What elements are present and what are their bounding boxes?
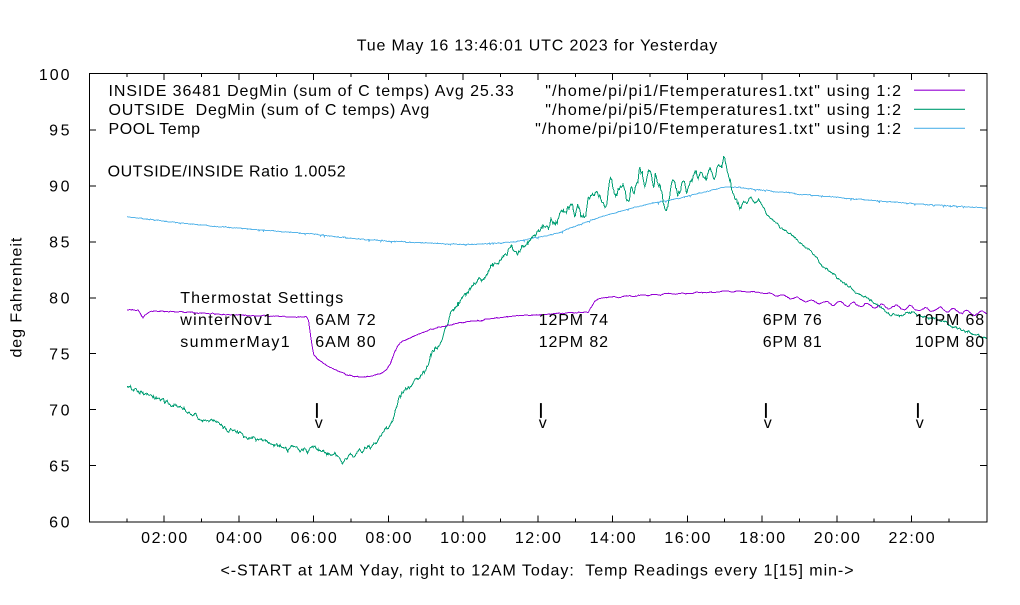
svg-text:6PM 76: 6PM 76 bbox=[763, 312, 822, 329]
svg-text:12:00: 12:00 bbox=[515, 530, 561, 547]
svg-text:Tue May 16 13:46:01 UTC 2023 f: Tue May 16 13:46:01 UTC 2023 for Yesterd… bbox=[357, 37, 718, 54]
svg-text:"/home/pi/pi1/Ftemperatures1.t: "/home/pi/pi1/Ftemperatures1.txt" using … bbox=[545, 83, 901, 100]
svg-text:v: v bbox=[916, 415, 924, 432]
svg-text:"/home/pi/pi10/Ftemperatures1.: "/home/pi/pi10/Ftemperatures1.txt" using… bbox=[535, 121, 901, 138]
svg-text:Thermostat Settings: Thermostat Settings bbox=[180, 290, 343, 307]
svg-text:POOL Temp: POOL Temp bbox=[109, 121, 201, 138]
svg-text:OUTSIDE DegMin (sum of C temp: OUTSIDE DegMin (sum of C temps) Avg bbox=[109, 102, 430, 119]
svg-text:<-START at 1AM Yday, right to: <-START at 1AM Yday, right to 12AM Today… bbox=[220, 563, 853, 580]
svg-text:6AM 80: 6AM 80 bbox=[315, 334, 375, 351]
svg-text:10PM 68: 10PM 68 bbox=[915, 312, 984, 329]
svg-text:18:00: 18:00 bbox=[739, 530, 785, 547]
svg-text:INSIDE 36481 DegMin (sum of C: INSIDE 36481 DegMin (sum of C temps) Avg… bbox=[109, 83, 514, 100]
svg-text:v: v bbox=[539, 415, 547, 432]
svg-text:summerMay1: summerMay1 bbox=[180, 334, 289, 351]
svg-text:OUTSIDE/INSIDE Ratio 1.0052: OUTSIDE/INSIDE Ratio 1.0052 bbox=[108, 163, 346, 180]
svg-text:06:00: 06:00 bbox=[291, 530, 337, 547]
svg-text:winterNov1: winterNov1 bbox=[179, 312, 272, 329]
svg-text:08:00: 08:00 bbox=[365, 530, 411, 547]
svg-text:14:00: 14:00 bbox=[590, 530, 636, 547]
svg-text:20:00: 20:00 bbox=[814, 530, 860, 547]
svg-text:100: 100 bbox=[39, 67, 70, 84]
svg-text:deg Fahrenheit: deg Fahrenheit bbox=[9, 237, 26, 357]
svg-text:10PM 80: 10PM 80 bbox=[915, 334, 984, 351]
svg-text:12PM 82: 12PM 82 bbox=[539, 334, 608, 351]
svg-text:16:00: 16:00 bbox=[664, 530, 710, 547]
svg-text:22:00: 22:00 bbox=[889, 530, 935, 547]
svg-text:02:00: 02:00 bbox=[141, 530, 187, 547]
svg-text:04:00: 04:00 bbox=[216, 530, 262, 547]
svg-text:v: v bbox=[764, 415, 772, 432]
svg-text:v: v bbox=[315, 415, 323, 432]
svg-text:10:00: 10:00 bbox=[440, 530, 486, 547]
svg-text:6AM 72: 6AM 72 bbox=[315, 312, 375, 329]
svg-text:6PM 81: 6PM 81 bbox=[763, 334, 822, 351]
svg-text:12PM 74: 12PM 74 bbox=[539, 312, 608, 329]
svg-text:"/home/pi/pi5/Ftemperatures1.t: "/home/pi/pi5/Ftemperatures1.txt" using … bbox=[545, 102, 901, 119]
